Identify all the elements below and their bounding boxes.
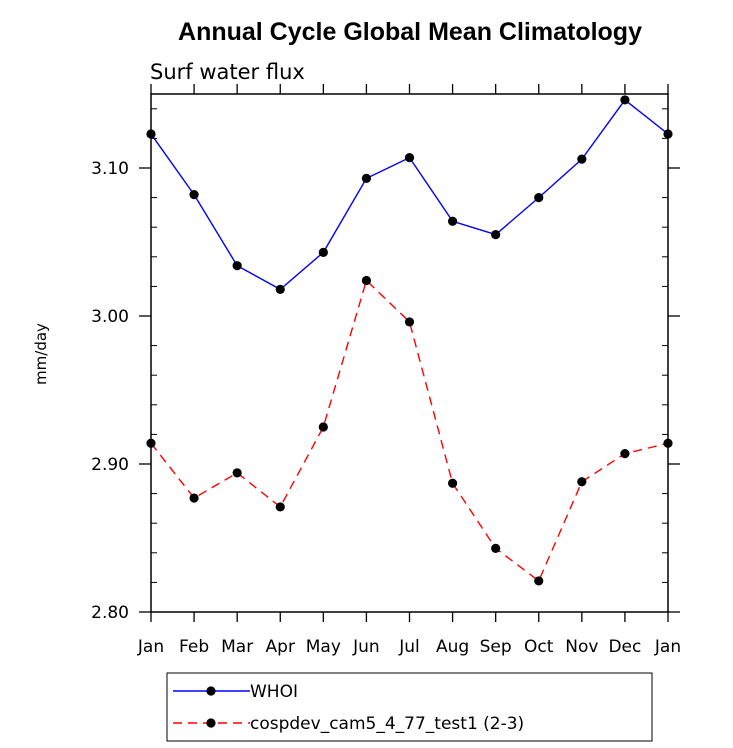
x-tick-label: Nov <box>565 637 598 657</box>
data-point <box>663 438 673 448</box>
x-tick-label: Dec <box>608 637 641 657</box>
series-line <box>150 98 669 291</box>
series-0 <box>146 95 673 294</box>
y-tick-label: 2.90 <box>91 455 129 475</box>
legend: WHOI cospdev_cam5_4_77_test1 (2-3) <box>166 672 653 742</box>
legend-label: cospdev_cam5_4_77_test1 (2-3) <box>250 714 524 734</box>
x-tick-label: Jul <box>398 637 420 657</box>
series-1 <box>146 275 673 586</box>
data-point <box>491 230 501 240</box>
data-point <box>232 468 242 478</box>
data-point <box>404 153 415 163</box>
data-point <box>318 422 328 432</box>
data-point <box>275 284 285 294</box>
x-tick-label: Jan <box>137 637 164 657</box>
data-point <box>275 502 285 512</box>
data-point <box>189 190 199 200</box>
data-point <box>534 193 544 203</box>
data-point <box>491 543 501 553</box>
x-tick-label: Jun <box>352 637 380 657</box>
data-point <box>146 129 156 139</box>
data-point <box>189 493 199 503</box>
legend-label: WHOI <box>250 682 298 702</box>
x-tick-label: May <box>306 637 341 657</box>
data-point <box>577 477 587 487</box>
y-tick-label: 3.10 <box>91 159 129 179</box>
data-point <box>404 317 415 327</box>
data-point <box>620 95 630 105</box>
x-tick-label: Aug <box>436 637 469 657</box>
data-point <box>577 154 587 164</box>
data-point <box>361 173 372 183</box>
y-tick-label: 3.00 <box>91 307 129 327</box>
data-point <box>318 247 328 257</box>
plot-border <box>150 93 669 613</box>
legend-box <box>166 672 653 742</box>
y-axis-label: mm/day <box>32 323 50 385</box>
x-tick-label: Mar <box>221 637 253 657</box>
x-tick-label: Apr <box>266 637 295 657</box>
data-point <box>620 449 630 459</box>
data-point <box>663 129 673 139</box>
data-point <box>232 261 242 271</box>
data-point <box>534 576 544 586</box>
y-tick-label: 2.80 <box>91 603 129 623</box>
x-tick-label: Oct <box>524 637 554 657</box>
data-point <box>146 438 156 448</box>
data-point <box>447 216 458 226</box>
x-tick-label: Sep <box>480 637 512 657</box>
chart-subtitle: Surf water flux <box>150 60 305 84</box>
x-tick-label: Feb <box>179 637 209 657</box>
legend-marker <box>206 718 216 728</box>
data-point <box>361 275 372 286</box>
x-tick-label: Jan <box>654 637 681 657</box>
legend-marker <box>206 686 216 696</box>
data-point <box>447 478 458 488</box>
chart-title: Annual Cycle Global Mean Climatology <box>178 18 642 46</box>
